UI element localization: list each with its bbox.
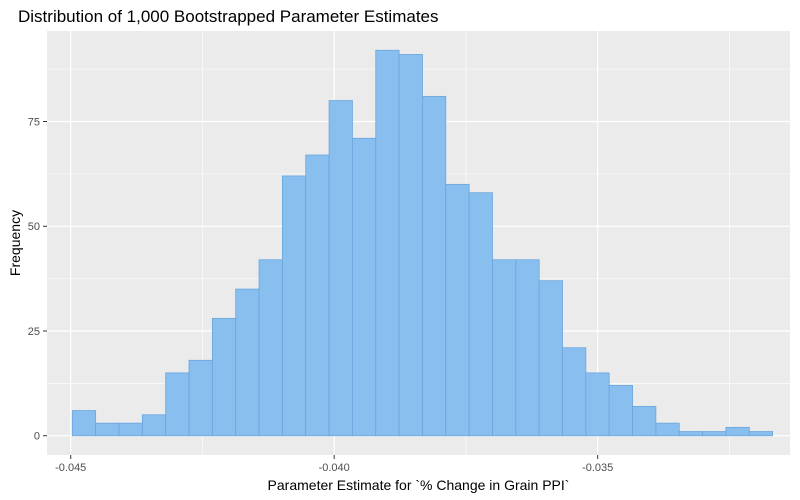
histogram-bar xyxy=(538,280,563,437)
histogram-bar xyxy=(398,54,423,437)
histogram-bar xyxy=(141,414,167,437)
histogram-bar xyxy=(281,175,307,437)
y-tick-label: 0 xyxy=(34,431,40,443)
histogram-bar xyxy=(585,372,610,437)
x-tick-label: -0.045 xyxy=(55,462,86,474)
histogram-bar xyxy=(468,192,493,437)
histogram-bar xyxy=(258,259,283,437)
histogram-bar xyxy=(118,422,143,437)
x-axis-title: Parameter Estimate for `% Change in Grai… xyxy=(268,477,570,493)
histogram-bar xyxy=(235,288,260,437)
histogram-bar xyxy=(562,347,587,437)
histogram-bar xyxy=(655,422,680,437)
y-axis: 0 25 50 75 xyxy=(28,116,47,443)
histogram-bar xyxy=(95,422,120,437)
histogram-bar xyxy=(608,385,633,437)
histogram-bar xyxy=(492,259,517,437)
histogram-bar xyxy=(445,183,470,437)
histogram-bar xyxy=(422,95,447,437)
histogram-bar xyxy=(375,49,400,437)
histogram-bar xyxy=(188,359,213,437)
x-axis: -0.045 -0.040 -0.035 xyxy=(55,455,613,474)
histogram-bars xyxy=(71,49,774,437)
histogram-bar xyxy=(352,137,377,437)
y-axis-title: Frequency xyxy=(7,210,23,276)
y-tick-label: 75 xyxy=(28,116,40,128)
x-tick-label: -0.035 xyxy=(582,462,613,474)
y-tick-label: 50 xyxy=(28,221,40,233)
y-tick-label: 25 xyxy=(28,326,40,338)
histogram-bar xyxy=(305,154,330,437)
histogram-bar xyxy=(748,431,774,437)
histogram-bar xyxy=(632,405,657,437)
x-tick-label: -0.040 xyxy=(319,462,350,474)
histogram-bar xyxy=(515,259,540,437)
histogram-bar xyxy=(71,410,97,437)
histogram-bar xyxy=(678,431,703,437)
histogram-bar xyxy=(725,426,750,437)
histogram-bar xyxy=(702,431,727,437)
histogram-bar xyxy=(165,372,190,437)
histogram-bar xyxy=(328,100,353,437)
chart-title: Distribution of 1,000 Bootstrapped Param… xyxy=(18,7,439,26)
histogram-bar xyxy=(211,318,237,437)
